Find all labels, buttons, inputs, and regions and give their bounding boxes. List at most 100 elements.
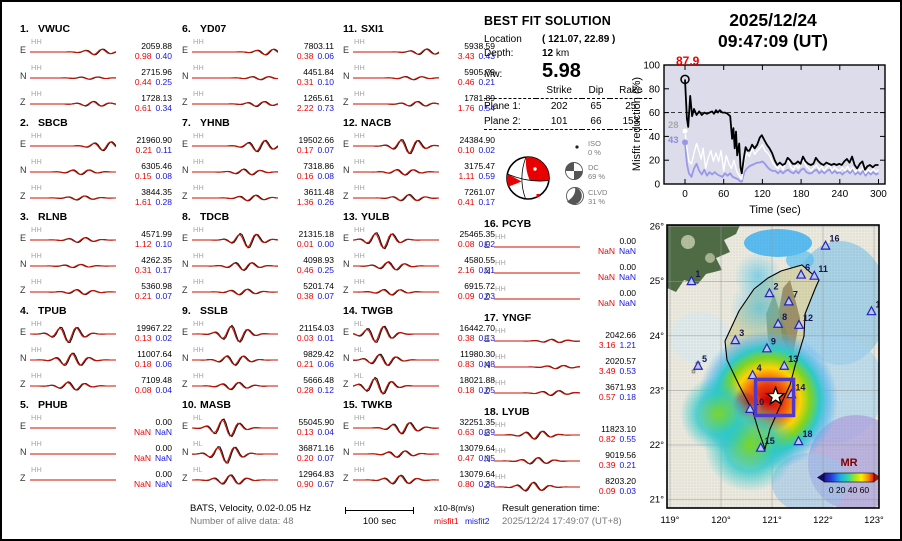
misfit-values: 0.16 0.08: [297, 171, 334, 181]
misfit-values: 0.15 0.08: [135, 171, 172, 181]
channel-label: HH: [354, 183, 365, 192]
station-marker-9: [761, 342, 773, 353]
trace-plot: [494, 481, 580, 492]
lon-label: 123°: [864, 515, 884, 526]
station-number: 9.: [182, 305, 191, 317]
max-amplitude: 19502.66: [298, 135, 334, 145]
trace-values: 7261.07 0.41 0.17: [439, 185, 495, 207]
synthetic-trace: [30, 141, 116, 151]
waveform-trace: HH: [192, 345, 278, 371]
synthetic-trace: [353, 139, 439, 155]
component-label: E: [484, 428, 491, 438]
waveform-row: Z HH 3671.93 0.57 0.18: [484, 378, 636, 404]
max-amplitude: 2715.96: [141, 67, 172, 77]
station-id-label: 18: [803, 429, 813, 439]
station-number: 11.: [343, 23, 358, 35]
series-best-solution-misfit: [684, 79, 879, 175]
event-date: 2025/12/24: [729, 10, 817, 30]
component-label: N: [343, 259, 350, 269]
component-label: Z: [20, 285, 26, 295]
max-amplitude: 5905.79: [464, 67, 495, 77]
waveform-trace: HH: [353, 89, 439, 115]
scalebar-label: 100 sec: [362, 516, 397, 527]
trace-plot: [192, 76, 278, 81]
waveform-trace: HH: [353, 37, 439, 63]
waveform-row: N HL 36871.16 0.20 0.07: [182, 439, 334, 465]
max-amplitude: 19967.22: [136, 323, 172, 333]
max-amplitude: 21960.90: [136, 135, 172, 145]
channel-label: HH: [31, 251, 42, 260]
synthetic-trace: [192, 355, 278, 366]
observed-trace: [30, 326, 116, 343]
waveform-trace: HH: [494, 284, 580, 310]
misfit2-value: 0.13: [478, 333, 495, 343]
trace-plot: [30, 236, 116, 244]
mw-label: Mw:: [484, 69, 503, 80]
channel-label: HH: [193, 225, 204, 234]
trace-values: 4571.99 1.12 0.10: [116, 227, 172, 249]
component-label: N: [343, 353, 350, 363]
waveform-trace: HH: [30, 345, 116, 371]
misfit1-value: 0.98: [134, 51, 152, 61]
trace-values: 36871.16 0.20 0.07: [278, 441, 334, 463]
mr-legend-title: MR: [840, 457, 857, 469]
misfit-xlabel: Time (sec): [749, 204, 801, 216]
trace-plot: [30, 479, 116, 481]
misfit2-legend: misfit2: [464, 516, 490, 526]
misfit1-value: 0.13: [296, 427, 314, 437]
series-misfit1: [684, 130, 879, 180]
waveform-row: N HH 6305.46 0.15 0.08: [20, 157, 172, 183]
misfit2-value: 0.15: [478, 453, 495, 463]
waveform-row: Z HH 13079.64 0.80 0.38: [343, 465, 495, 491]
max-amplitude: 0.00: [619, 262, 636, 272]
station-name: TWKB: [361, 399, 393, 411]
max-amplitude: 11007.64: [137, 349, 172, 359]
channel-label: HH: [495, 352, 506, 361]
svg-text:240: 240: [831, 189, 848, 200]
component-label: Z: [343, 97, 349, 107]
station-header: 6. YD07: [182, 22, 334, 37]
event-time: 09:47:09 (UT): [718, 31, 828, 51]
trace-plot: [353, 100, 439, 107]
dc-label: DC: [588, 163, 599, 172]
waveform-trace: HH: [30, 63, 116, 89]
misfit1-value: 0.10: [457, 145, 475, 155]
component-label: Z: [343, 379, 349, 389]
component-label: Z: [343, 473, 349, 483]
waveform-row: N HH 4262.35 0.31 0.17: [20, 251, 172, 277]
trace-values: 3844.35 1.61 0.28: [116, 185, 172, 207]
component-label: N: [484, 454, 491, 464]
station-marker-6: [795, 268, 807, 279]
trace-values: 9829.42 0.21 0.06: [278, 347, 334, 369]
misfit2-value: 0.40: [155, 51, 172, 61]
lat-label: 25°: [650, 276, 665, 287]
station-block-pcyb: 16. PCYB E HH 0.00 NaN NaN N HH 0.00 NaN NaN Z HH 0.00…: [484, 217, 636, 311]
trace-plot: [192, 48, 278, 56]
trace-plot: [192, 232, 278, 249]
trace-plot: [353, 450, 439, 458]
synthetic-trace: [192, 381, 278, 390]
station-block-rlnb: 3. RLNB E HH 4571.99 1.12 0.10 N HH 4262.35 0.31 0.…: [20, 210, 172, 304]
misfit-values: NaN NaN: [134, 453, 172, 463]
synthetic-trace: [192, 326, 278, 342]
plot-initial-markers: [680, 74, 690, 146]
observed-trace: [353, 232, 439, 250]
waveform-row: N HH 4580.55 2.16 0.21: [343, 251, 495, 277]
component-label: E: [20, 421, 27, 431]
misfit2-value: 0.18: [619, 392, 636, 402]
station-marker-17: [866, 305, 877, 316]
synthetic-trace: [353, 261, 439, 271]
component-label: E: [20, 233, 27, 243]
station-number: 8.: [182, 211, 191, 223]
component-label: E: [182, 45, 189, 55]
station-id-label: 15: [765, 436, 775, 446]
max-amplitude: 9019.56: [605, 450, 636, 460]
channel-label: HH: [193, 319, 204, 328]
component-label: N: [343, 71, 350, 81]
misfit2-value: 0.38: [478, 479, 495, 489]
trace-values: 3611.48 1.36 0.26: [278, 185, 334, 207]
max-amplitude: 1265.61: [303, 93, 334, 103]
svg-text:40: 40: [649, 132, 661, 143]
